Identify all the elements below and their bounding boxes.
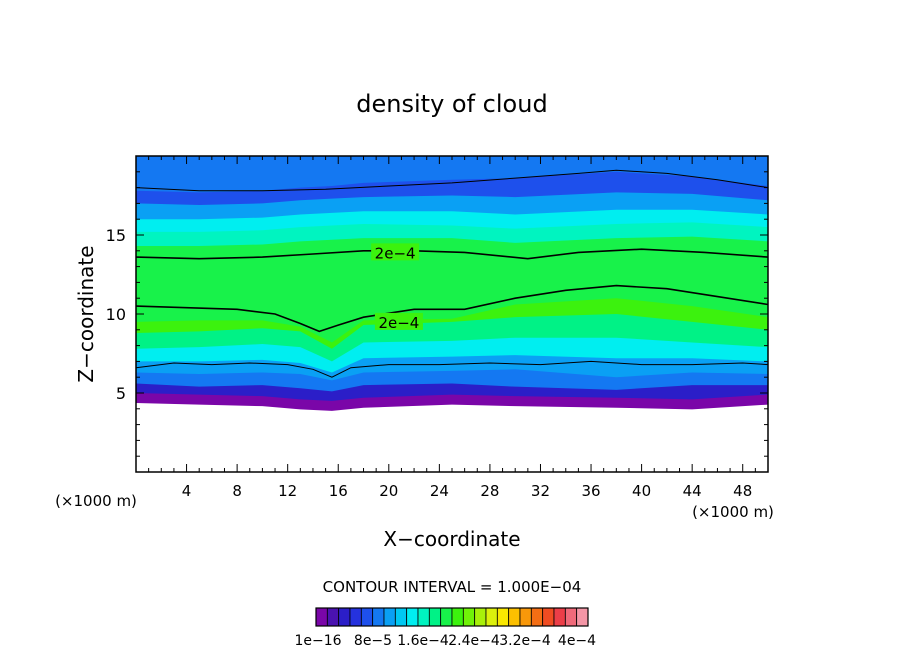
colorbar-swatch bbox=[315, 607, 328, 627]
y-axis-label: Z−coordinate bbox=[74, 245, 98, 382]
x-tick-label: 4 bbox=[182, 482, 192, 500]
x-tick-label: 40 bbox=[632, 482, 651, 500]
colorbar-swatch bbox=[485, 607, 498, 627]
colorbar-label: 2.4e−4 bbox=[448, 633, 500, 649]
colorbar-swatch bbox=[383, 607, 396, 627]
colorbar-swatch bbox=[451, 607, 464, 627]
cloud-free-region bbox=[136, 403, 768, 472]
x-tick-label: 32 bbox=[531, 482, 550, 500]
colorbar-swatch bbox=[372, 607, 385, 627]
x-axis-label: X−coordinate bbox=[383, 527, 520, 551]
colorbar-swatch bbox=[564, 607, 578, 627]
x-tick-label: 36 bbox=[581, 482, 600, 500]
colorbar-swatch bbox=[576, 607, 589, 627]
colorbar-swatch bbox=[349, 607, 362, 627]
x-tick-label: 8 bbox=[232, 482, 242, 500]
contour-lower-edge bbox=[136, 360, 768, 378]
y-tick-label: 15 bbox=[106, 226, 126, 245]
colorbar-swatch bbox=[338, 607, 351, 627]
x-tick-label: 20 bbox=[379, 482, 398, 500]
colorbar-swatch bbox=[519, 607, 532, 627]
contour-label-bg bbox=[374, 312, 423, 330]
contour-label-bg bbox=[371, 243, 420, 261]
colorbar-swatch bbox=[406, 607, 419, 627]
colorbar-label: 8e−5 bbox=[354, 633, 392, 649]
colorbar-swatch bbox=[553, 607, 566, 627]
colorbar-swatch bbox=[508, 607, 521, 627]
colorbar-swatch bbox=[428, 607, 442, 627]
colorbar-swatch bbox=[496, 607, 510, 627]
x-unit-left: (×1000 m) bbox=[55, 492, 137, 510]
colorbar-swatch bbox=[530, 607, 544, 627]
chart-title: density of cloud bbox=[356, 90, 547, 118]
colorbar-label: 1.6e−4 bbox=[397, 633, 449, 649]
colorbar-swatch bbox=[462, 607, 476, 627]
colorbar-label: 3.2e−4 bbox=[499, 633, 551, 649]
plot-area: 2e−4 2e−4 bbox=[135, 155, 769, 473]
x-tick-label: 44 bbox=[683, 482, 702, 500]
contour-interval-text: CONTOUR INTERVAL = 1.000E−04 bbox=[323, 578, 582, 596]
colorbar-swatch bbox=[394, 607, 408, 627]
contour-label: 2e−4 bbox=[375, 244, 416, 262]
colorbar-frame bbox=[315, 607, 589, 627]
x-tick-label: 28 bbox=[480, 482, 499, 500]
y-axis: 5 10 15 bbox=[106, 171, 768, 457]
colorbar-swatch bbox=[417, 607, 430, 627]
x-tick-label: 12 bbox=[278, 482, 297, 500]
colorbar bbox=[315, 607, 589, 627]
colorbar-label: 1e−16 bbox=[294, 633, 341, 649]
colorbar-swatch bbox=[440, 607, 453, 627]
x-tick-label: 16 bbox=[329, 482, 348, 500]
colorbar-swatch bbox=[326, 607, 340, 627]
colorbar-label: 4e−4 bbox=[558, 633, 596, 649]
contour-top bbox=[136, 169, 768, 192]
y-tick-label: 5 bbox=[116, 384, 126, 403]
x-unit-right: (×1000 m) bbox=[692, 503, 774, 521]
x-tick-label: 24 bbox=[430, 482, 449, 500]
colorbar-swatch bbox=[360, 607, 374, 627]
y-tick-label: 10 bbox=[106, 305, 126, 324]
x-tick-label: 48 bbox=[733, 482, 752, 500]
colorbar-swatch bbox=[542, 607, 555, 627]
contour-label: 2e−4 bbox=[378, 314, 419, 332]
colorbar-labels: 1e−16 8e−5 1.6e−4 2.4e−4 3.2e−4 4e−4 bbox=[294, 633, 596, 649]
colorbar-swatch bbox=[474, 607, 487, 627]
contour-upper-2e-4 bbox=[136, 248, 768, 260]
x-axis: 4 8 12 16 20 24 28 32 36 40 44 48 bbox=[148, 156, 756, 500]
